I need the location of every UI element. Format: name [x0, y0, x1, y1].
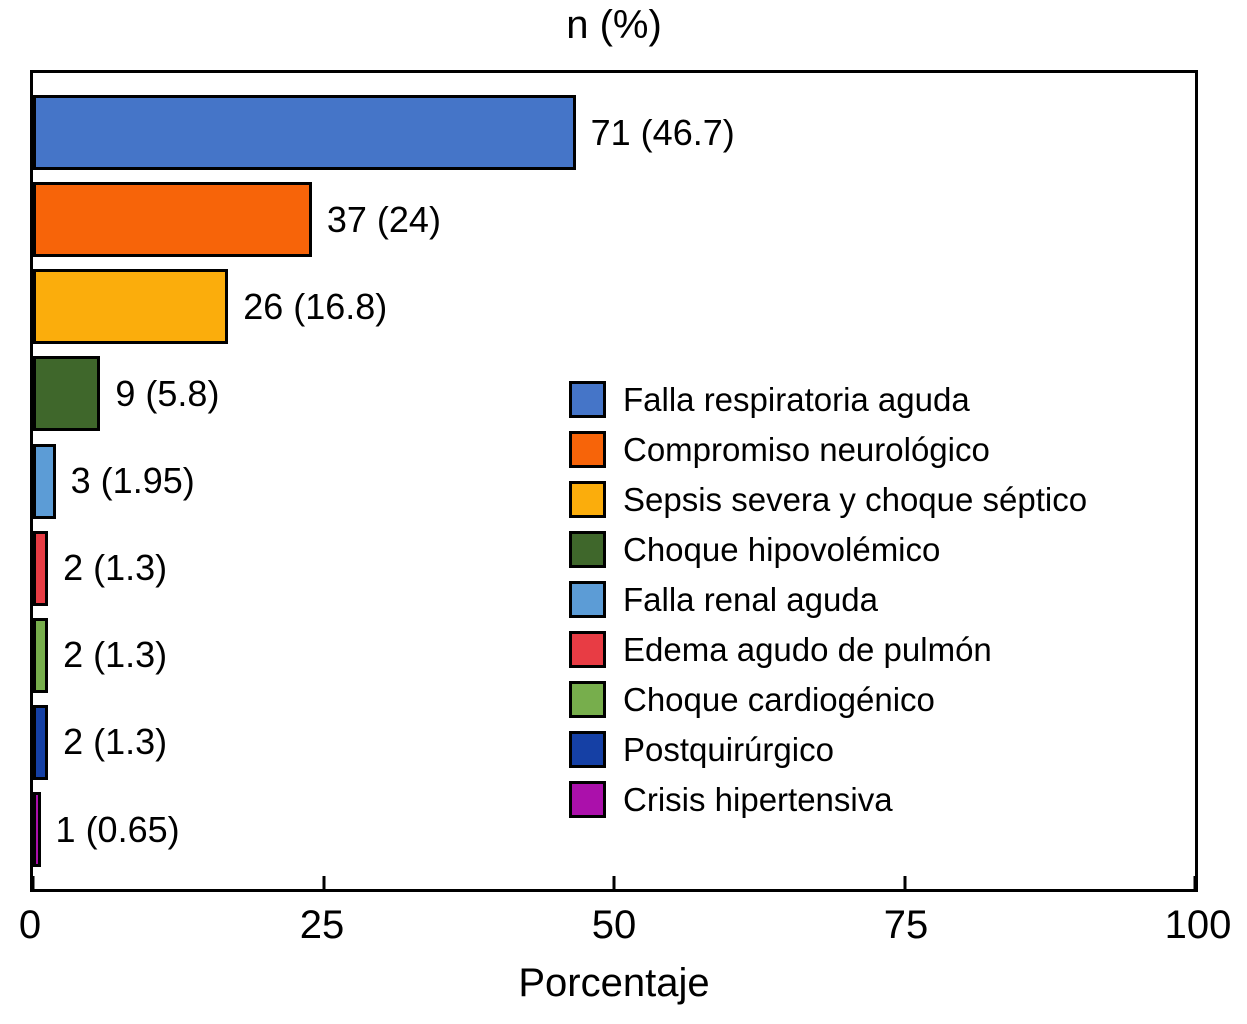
legend-item: Crisis hipertensiva	[569, 781, 1087, 818]
legend-swatch	[569, 631, 606, 668]
bar-row: 2 (1.3)	[33, 617, 1195, 693]
x-tick-label: 75	[883, 903, 929, 947]
legend-label: Falla renal aguda	[623, 581, 879, 618]
legend-label: Sepsis severa y choque séptico	[623, 481, 1088, 518]
bar-value-label: 2 (1.3)	[63, 634, 168, 676]
x-tick-mark	[1193, 876, 1197, 889]
legend-label: Compromiso neurológico	[623, 431, 990, 468]
x-tick-label: 50	[591, 903, 637, 947]
legend-swatch	[569, 681, 606, 718]
legend-swatch	[569, 381, 606, 418]
bar-value-label: 2 (1.3)	[63, 547, 168, 589]
legend-label: Choque hipovolémico	[623, 531, 941, 568]
x-tick-label: 0	[18, 903, 42, 947]
bar-row: 3 (1.95)	[33, 443, 1195, 519]
bar-row: 2 (1.3)	[33, 704, 1195, 780]
bar-value-label: 26 (16.8)	[243, 285, 388, 327]
legend-label: Falla respiratoria aguda	[623, 381, 970, 418]
legend-swatch	[569, 431, 606, 468]
x-axis-tick-labels: 0 25 50 75 100	[19, 903, 1232, 951]
legend-label: Postquirúrgico	[623, 731, 834, 768]
legend-swatch	[569, 531, 606, 568]
legend-label: Choque cardiogénico	[623, 681, 935, 718]
x-tick-label: 25	[299, 903, 345, 947]
x-tick-mark	[322, 876, 325, 889]
bar	[33, 182, 312, 258]
legend-item: Falla respiratoria aguda	[569, 381, 1087, 418]
x-tick-mark	[903, 876, 906, 889]
legend-item: Compromiso neurológico	[569, 431, 1087, 468]
bar	[33, 530, 49, 606]
bar-value-label: 1 (0.65)	[55, 808, 180, 850]
bar	[33, 356, 101, 432]
bar-row: 9 (5.8)	[33, 356, 1195, 432]
legend-item: Choque hipovolémico	[569, 531, 1087, 568]
x-tick-mark	[612, 876, 616, 889]
legend-label: Edema agudo de pulmón	[623, 631, 992, 668]
legend-label: Crisis hipertensiva	[623, 781, 893, 818]
legend-swatch	[569, 581, 606, 618]
bar-row: 1 (0.65)	[33, 792, 1195, 867]
bar	[33, 95, 576, 170]
bar-row: 71 (46.7)	[33, 95, 1195, 170]
legend-swatch	[569, 731, 606, 768]
bar-row: 37 (24)	[33, 182, 1195, 258]
bar	[33, 269, 229, 345]
legend-item: Choque cardiogénico	[569, 681, 1087, 718]
legend-swatch	[569, 481, 606, 518]
bars-container: 71 (46.7) 37 (24) 26 (16.8) 9 (5.8) 3 (1…	[33, 73, 1195, 889]
x-tick-mark	[31, 876, 35, 889]
chart-title: n (%)	[566, 3, 662, 47]
legend: Falla respiratoria aguda Compromiso neur…	[569, 381, 1087, 818]
legend-item: Falla renal aguda	[569, 581, 1087, 618]
bar-value-label: 9 (5.8)	[115, 372, 220, 414]
bar-row: 2 (1.3)	[33, 530, 1195, 606]
bar-row: 26 (16.8)	[33, 269, 1195, 345]
legend-item: Postquirúrgico	[569, 731, 1087, 768]
bar	[33, 443, 56, 519]
bar	[33, 617, 49, 693]
plot-area: 71 (46.7) 37 (24) 26 (16.8) 9 (5.8) 3 (1…	[30, 70, 1198, 892]
bar-value-label: 3 (1.95)	[70, 460, 195, 501]
x-tick-label: 100	[1164, 903, 1232, 947]
bar	[33, 704, 49, 780]
bar-value-label: 37 (24)	[326, 198, 441, 240]
bar	[33, 792, 41, 867]
bar-value-label: 2 (1.3)	[63, 721, 168, 763]
x-axis-label: Porcentaje	[518, 961, 710, 1005]
legend-swatch	[569, 781, 606, 818]
legend-item: Sepsis severa y choque séptico	[569, 481, 1087, 518]
bar-value-label: 71 (46.7)	[590, 111, 735, 153]
legend-item: Edema agudo de pulmón	[569, 631, 1087, 668]
